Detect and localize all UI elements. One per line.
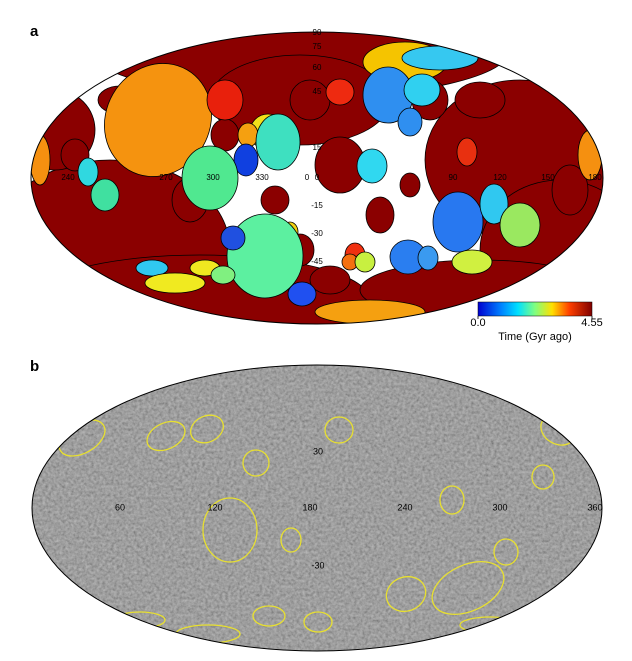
lat-label: -45 — [311, 257, 323, 266]
lon-label: 180 — [302, 502, 317, 512]
lon-label: 0 — [305, 173, 310, 182]
panel-label: b — [30, 358, 39, 375]
lat-label: 0 — [315, 173, 320, 182]
lon-label: 90 — [449, 173, 458, 182]
colorbar-tick-label: 4.55 — [581, 317, 602, 329]
map-outline — [31, 364, 603, 652]
lat-label: -30 — [311, 229, 323, 238]
lat-label: 75 — [313, 42, 322, 51]
lon-label: 300 — [206, 173, 220, 182]
colorbar: Time (Gyr ago) 0.0 4.55 — [470, 301, 603, 343]
lon-label: 360 — [587, 502, 602, 512]
lon-label: 120 — [493, 173, 507, 182]
lon-labels-b: 60 120 180 240 300 360 30 -30 — [115, 446, 603, 570]
lon-label: 270 — [159, 173, 173, 182]
crater-age-map — [31, 32, 603, 324]
colorbar-gradient — [477, 301, 593, 317]
lon-label: 240 — [61, 173, 75, 182]
lat-label: -15 — [311, 201, 323, 210]
lat-label: 30 — [313, 446, 323, 456]
colorbar-tick-label: 0.0 — [470, 317, 485, 329]
lon-labels-a: 240 270 300 330 0 90 120 150 180 — [61, 173, 602, 182]
lat-label: 15 — [313, 143, 322, 152]
lon-label: 330 — [255, 173, 269, 182]
lon-label: 60 — [115, 502, 125, 512]
map-outline — [30, 31, 604, 325]
lat-labels-a: 90 75 60 45 15 0 -15 -30 -45 — [311, 28, 323, 266]
lon-label: 180 — [588, 173, 602, 182]
colorbar-label: Time (Gyr ago) — [498, 331, 572, 343]
lon-label: 120 — [207, 502, 222, 512]
lon-label: 240 — [397, 502, 412, 512]
lon-label: 150 — [541, 173, 555, 182]
lat-label: -30 — [311, 560, 324, 570]
lat-label: 60 — [313, 63, 322, 72]
lat-label: 90 — [313, 28, 322, 37]
lat-label: 45 — [313, 87, 322, 96]
surface-image — [32, 365, 602, 651]
panel-label: a — [30, 23, 39, 40]
lon-label: 300 — [492, 502, 507, 512]
